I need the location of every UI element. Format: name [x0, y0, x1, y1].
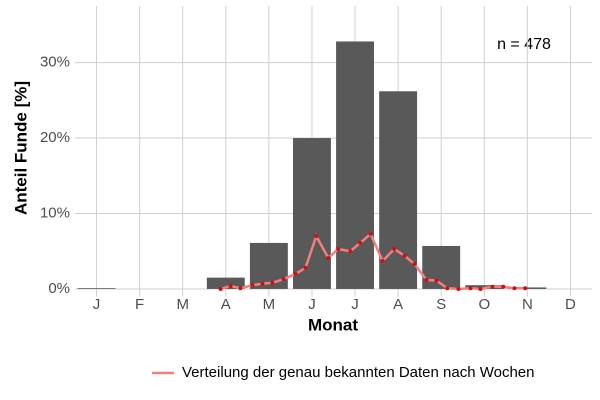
- line-point: [412, 262, 417, 267]
- bar: [336, 41, 374, 289]
- line-point: [228, 283, 233, 288]
- bar: [249, 242, 288, 289]
- line-point: [293, 271, 298, 276]
- line-point: [512, 286, 517, 291]
- line-point: [468, 286, 473, 291]
- x-tick-label: M: [263, 296, 276, 313]
- line-point: [303, 265, 308, 270]
- x-tick-label: A: [393, 296, 403, 313]
- x-tick-label: J: [308, 296, 316, 313]
- bar: [379, 91, 418, 289]
- line-point: [456, 286, 461, 291]
- x-tick-label: N: [522, 296, 533, 313]
- y-axis-title: Anteil Funde [%]: [11, 81, 30, 215]
- line-point: [281, 277, 286, 282]
- x-tick-label: S: [436, 296, 446, 313]
- x-tick-label: J: [93, 296, 101, 313]
- line-point: [434, 278, 439, 283]
- y-tick-label: 0%: [48, 280, 70, 297]
- bar: [508, 287, 547, 289]
- annotation: n = 478: [497, 36, 551, 53]
- bar: [422, 245, 461, 289]
- x-tick-label: A: [221, 296, 231, 313]
- line-point: [260, 281, 265, 286]
- x-tick-label: D: [565, 296, 576, 313]
- line-point: [368, 231, 373, 236]
- line-point: [380, 259, 385, 264]
- line-point: [218, 286, 223, 291]
- x-axis-title: Monat: [308, 315, 358, 334]
- legend-label: Verteilung der genau bekannten Daten nac…: [182, 364, 535, 381]
- line-point: [238, 286, 243, 291]
- line-point: [314, 234, 319, 239]
- line-point: [270, 280, 275, 285]
- line-point: [336, 246, 341, 251]
- line-point: [402, 253, 407, 258]
- bar: [77, 288, 116, 289]
- bar: [293, 138, 331, 289]
- line-point: [326, 256, 331, 261]
- line-point: [250, 283, 255, 288]
- line-point: [501, 284, 506, 289]
- line-point: [358, 240, 363, 245]
- line-point: [424, 277, 429, 282]
- line-point: [445, 286, 450, 291]
- x-tick-label: M: [176, 296, 189, 313]
- line-point: [478, 286, 483, 291]
- line-point: [392, 246, 397, 251]
- x-tick-label: O: [478, 296, 490, 313]
- bar: [206, 277, 245, 289]
- y-tick-label: 30%: [40, 54, 70, 71]
- y-tick-label: 20%: [40, 129, 70, 146]
- line-point: [490, 284, 495, 289]
- line-point: [348, 249, 353, 254]
- y-tick-label: 10%: [40, 204, 70, 221]
- line-point: [523, 286, 528, 291]
- x-tick-label: F: [135, 296, 144, 313]
- x-tick-label: J: [351, 296, 359, 313]
